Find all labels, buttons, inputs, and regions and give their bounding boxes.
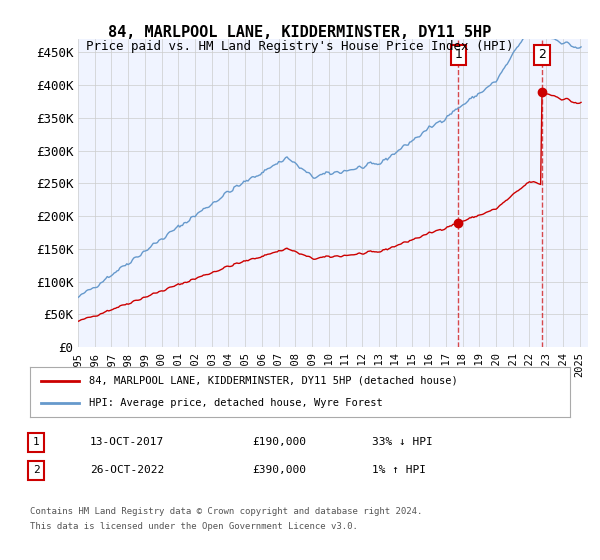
Text: 2: 2 [32,465,40,475]
Text: 2: 2 [538,48,546,62]
Text: 1: 1 [454,48,463,62]
Text: This data is licensed under the Open Government Licence v3.0.: This data is licensed under the Open Gov… [30,522,358,531]
Text: 26-OCT-2022: 26-OCT-2022 [90,465,164,475]
Text: Price paid vs. HM Land Registry's House Price Index (HPI): Price paid vs. HM Land Registry's House … [86,40,514,53]
Text: 1% ↑ HPI: 1% ↑ HPI [372,465,426,475]
Text: HPI: Average price, detached house, Wyre Forest: HPI: Average price, detached house, Wyre… [89,398,383,408]
Text: 84, MARLPOOL LANE, KIDDERMINSTER, DY11 5HP (detached house): 84, MARLPOOL LANE, KIDDERMINSTER, DY11 5… [89,376,458,386]
Text: 84, MARLPOOL LANE, KIDDERMINSTER, DY11 5HP: 84, MARLPOOL LANE, KIDDERMINSTER, DY11 5… [109,25,491,40]
Text: £390,000: £390,000 [252,465,306,475]
Text: 1: 1 [32,437,40,447]
Text: 13-OCT-2017: 13-OCT-2017 [90,437,164,447]
Text: £190,000: £190,000 [252,437,306,447]
Text: 33% ↓ HPI: 33% ↓ HPI [372,437,433,447]
Text: Contains HM Land Registry data © Crown copyright and database right 2024.: Contains HM Land Registry data © Crown c… [30,507,422,516]
